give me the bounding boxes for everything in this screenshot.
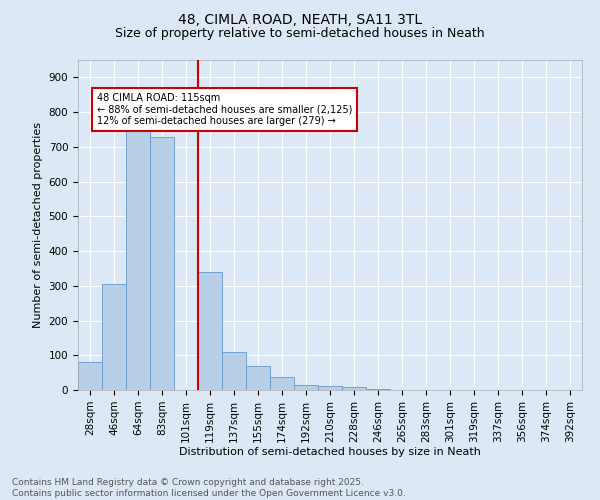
Y-axis label: Number of semi-detached properties: Number of semi-detached properties — [33, 122, 43, 328]
Bar — [246, 366, 270, 390]
Bar — [270, 377, 294, 390]
X-axis label: Distribution of semi-detached houses by size in Neath: Distribution of semi-detached houses by … — [179, 448, 481, 458]
Bar — [318, 386, 342, 390]
Text: Contains HM Land Registry data © Crown copyright and database right 2025.
Contai: Contains HM Land Registry data © Crown c… — [12, 478, 406, 498]
Bar — [198, 272, 222, 390]
Bar — [342, 387, 366, 390]
Bar — [222, 352, 246, 390]
Bar — [126, 131, 150, 390]
Bar — [294, 385, 318, 390]
Text: Size of property relative to semi-detached houses in Neath: Size of property relative to semi-detach… — [115, 28, 485, 40]
Bar — [366, 389, 390, 390]
Bar — [150, 137, 174, 390]
Text: 48 CIMLA ROAD: 115sqm
← 88% of semi-detached houses are smaller (2,125)
12% of s: 48 CIMLA ROAD: 115sqm ← 88% of semi-deta… — [97, 93, 353, 126]
Bar — [78, 362, 102, 390]
Text: 48, CIMLA ROAD, NEATH, SA11 3TL: 48, CIMLA ROAD, NEATH, SA11 3TL — [178, 12, 422, 26]
Bar — [102, 284, 126, 390]
